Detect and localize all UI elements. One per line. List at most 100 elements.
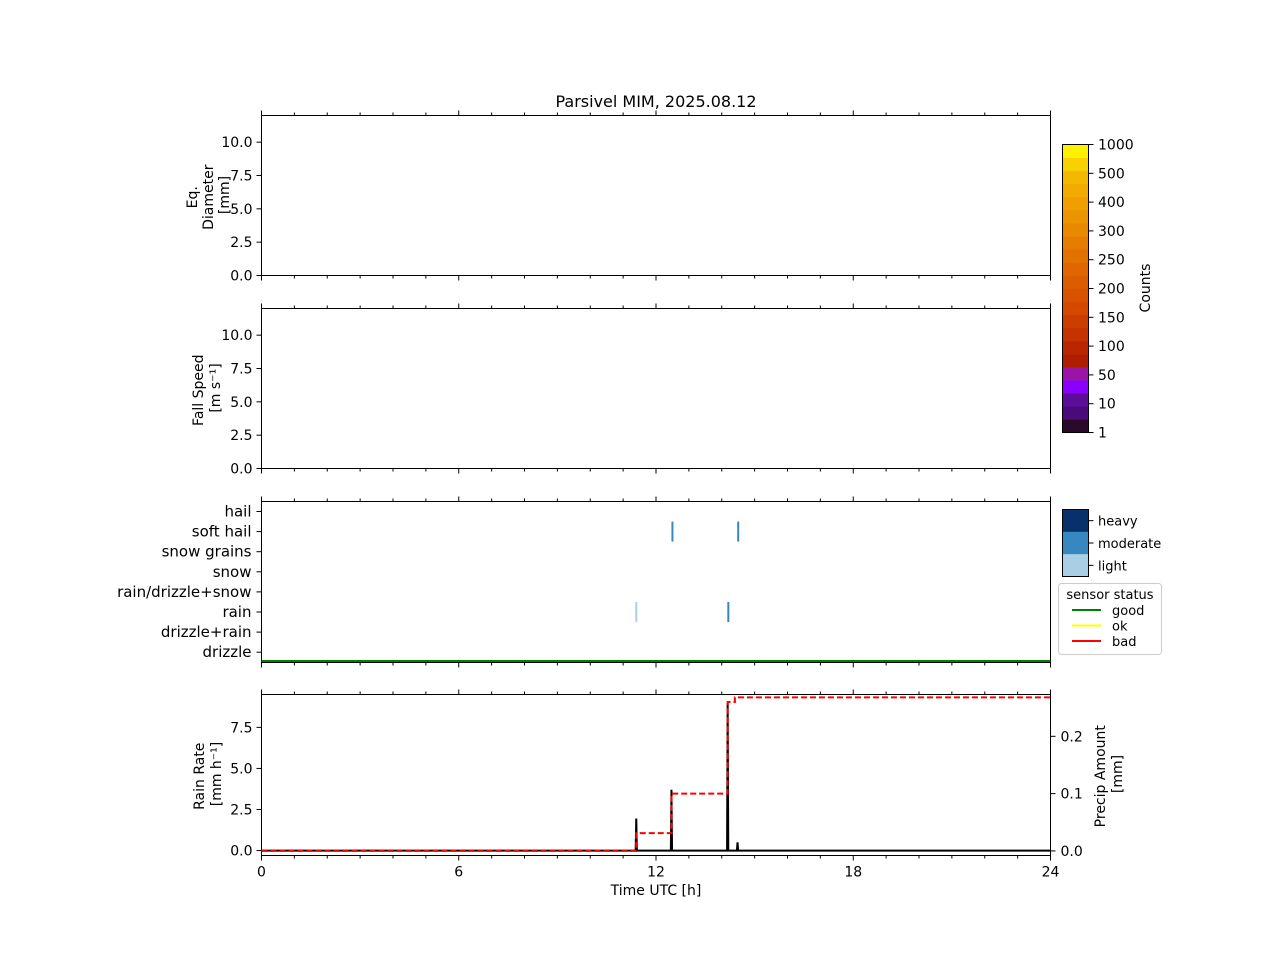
category-label: hail (224, 503, 251, 521)
intensity-label: heavy (1098, 515, 1138, 530)
colorbar-swatch (1062, 144, 1089, 158)
rain-rate-ylabel-line1: Rain Rate (192, 743, 208, 810)
status-legend-label: ok (1112, 620, 1128, 635)
intensity-label: moderate (1098, 537, 1161, 552)
category-label: snow (213, 563, 252, 581)
rain-rate-ylabel: Rain Rate [mm h⁻¹] (192, 738, 225, 810)
colorbar-swatch (1062, 170, 1089, 185)
colorbar-swatch (1062, 314, 1089, 329)
y-tick-label: 2.5 (230, 428, 252, 444)
colorbar-swatch (1062, 327, 1089, 342)
colorbar-swatch (1062, 157, 1089, 172)
y-tick-label: 5.0 (230, 395, 252, 411)
intensity-legend-frame (1062, 509, 1089, 577)
category-label: drizzle (203, 643, 252, 661)
fallspeed-ylabel-line2: [m s⁻¹] (208, 363, 224, 412)
rain-rate-panel-frame (261, 694, 1051, 856)
fallspeed-ylabel: Fall Speed [m s⁻¹] (191, 350, 224, 426)
sensor-status-legend-title: sensor status (1066, 588, 1153, 603)
colorbar-swatch (1062, 262, 1089, 276)
colorbar-tick-label: 300 (1098, 224, 1125, 240)
intensity-swatch (1062, 554, 1089, 577)
colorbar-swatch (1062, 275, 1089, 289)
colorbar-swatch (1062, 209, 1089, 224)
colorbar-swatch (1062, 380, 1089, 394)
y-tick-label: 0.0 (230, 269, 252, 285)
colorbar-tick-label: 1 (1098, 426, 1107, 442)
chart-marks: 0 6 12 18 240.02.55.07.510.00.02.55.07.510.0… (117, 110, 1083, 881)
precip-amount-line (261, 696, 1051, 852)
colorbar-tick-label: 1000 (1098, 138, 1134, 154)
colorbar-swatch (1062, 419, 1089, 433)
x-tick-label: 24 (1042, 865, 1060, 881)
y-tick-label: 7.5 (230, 362, 252, 378)
precip-amount-ylabel-line1: Precip Amount (1093, 725, 1109, 828)
x-axis-label: Time UTC [h] (610, 883, 702, 899)
fallspeed-ylabel-line1: Fall Speed (191, 354, 207, 425)
rain-rate-line (261, 702, 1051, 852)
y-tick-label: 2.5 (230, 803, 252, 819)
y-tick-label: 0.0 (230, 462, 252, 478)
chart-title: Parsivel MIM, 2025.08.12 (555, 92, 756, 111)
fallspeed-panel-frame (261, 308, 1051, 469)
precip-amount-ylabel-line2: [mm] (1110, 755, 1126, 793)
colorbar-tick-label: 100 (1098, 339, 1125, 355)
colorbar-tick-label: 250 (1098, 253, 1125, 269)
precip-type-panel-frame (261, 501, 1051, 663)
colorbar-swatch (1062, 301, 1089, 316)
category-label: rain/drizzle+snow (117, 583, 251, 601)
intensity-swatch (1062, 531, 1089, 555)
y-tick-label: 10.0 (221, 135, 252, 151)
status-legend-label: bad (1112, 635, 1136, 650)
intensity-legend: heavy moderate light (1062, 509, 1161, 577)
colorbar-tick-label: 50 (1098, 368, 1116, 384)
diameter-panel-frame (261, 115, 1051, 276)
x-tick-label: 0 (257, 865, 266, 881)
colorbar-swatch (1062, 406, 1089, 420)
rain-rate-ylabel-line2: [mm h⁻¹] (209, 742, 225, 807)
category-label: drizzle+rain (161, 623, 252, 641)
diameter-ylabel-line1: Eq. (185, 186, 201, 208)
colorbar-swatch (1062, 196, 1089, 211)
status-legend-label: good (1112, 604, 1144, 619)
colorbar-swatch (1062, 183, 1089, 198)
colorbar-frame (1062, 144, 1089, 433)
y-tick-label: 2.5 (230, 235, 252, 251)
category-label: snow grains (162, 543, 252, 561)
y2-tick-label: 0.1 (1061, 787, 1083, 803)
colorbar-swatch (1062, 393, 1089, 407)
y2-tick-label: 0.0 (1061, 844, 1083, 860)
diameter-ylabel-line2: Diameter (201, 164, 217, 230)
colorbar-swatch (1062, 236, 1089, 250)
colorbar-label: Counts (1138, 264, 1154, 313)
colorbar-swatch (1062, 367, 1089, 381)
colorbar-tick-label: 500 (1098, 166, 1125, 182)
diameter-ylabel: Eq. Diameter [mm] (185, 160, 233, 230)
colorbar-swatch (1062, 249, 1089, 263)
y-tick-label: 7.5 (230, 720, 252, 736)
category-label: soft hail (192, 523, 252, 541)
colorbar-swatch (1062, 353, 1089, 368)
y-tick-label: 10.0 (221, 328, 252, 344)
y-tick-label: 5.0 (230, 202, 252, 218)
y2-tick-label: 0.2 (1061, 729, 1083, 745)
colorbar-swatch (1062, 340, 1089, 355)
x-tick-label: 18 (844, 865, 862, 881)
colorbar-swatch (1062, 288, 1089, 302)
y-tick-label: 0.0 (230, 844, 252, 860)
intensity-swatch (1062, 509, 1089, 533)
colorbar-tick-label: 150 (1098, 310, 1125, 326)
diameter-ylabel-line3: [mm] (217, 176, 233, 214)
y-tick-label: 7.5 (230, 169, 252, 185)
colorbar-tick-label: 200 (1098, 282, 1125, 298)
x-tick-label: 6 (454, 865, 463, 881)
category-label: rain (222, 603, 251, 621)
colorbar-swatch (1062, 223, 1089, 237)
x-tick-label: 12 (647, 865, 665, 881)
colorbar-tick-label: 400 (1098, 195, 1125, 211)
colorbar-tick-label: 10 (1098, 397, 1116, 413)
intensity-label: light (1098, 559, 1127, 574)
colorbar: 1 10 50 100 150 200 250 300 400 500 1000 (1062, 138, 1134, 442)
